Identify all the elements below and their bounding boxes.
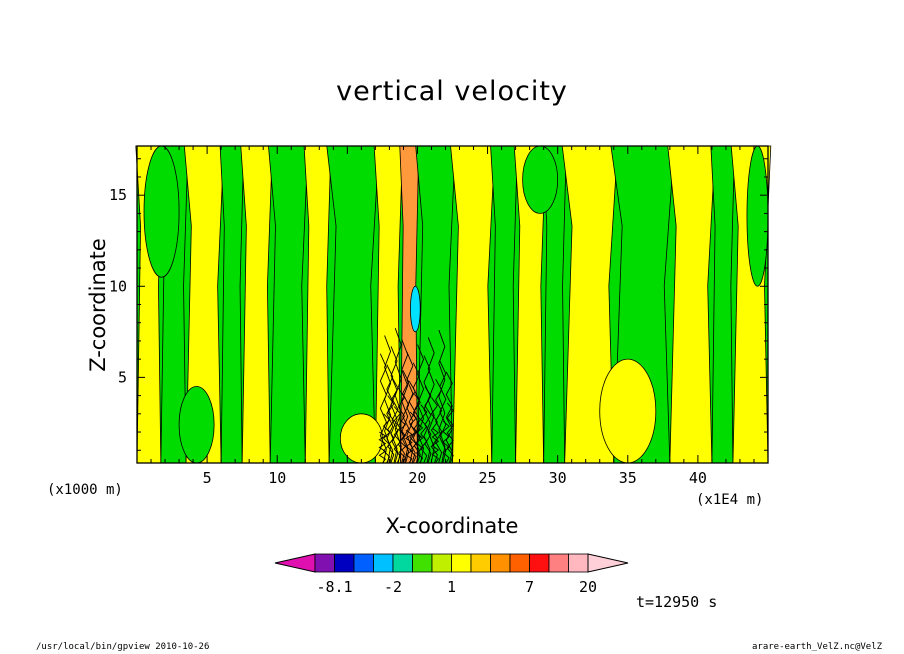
contour-line	[409, 411, 417, 464]
footer-right: arare-earth_VelZ.nc@VelZ	[752, 642, 883, 652]
contour-region	[219, 145, 245, 464]
contour-line	[446, 402, 454, 464]
colorbar-bin	[334, 553, 355, 573]
contour-region	[667, 145, 716, 464]
contour-region	[178, 386, 215, 464]
colorbar-bin	[392, 553, 413, 573]
colorbar-right-arrow	[587, 553, 629, 573]
contour-line	[378, 431, 387, 464]
x-axis-label: X-coordinate	[385, 514, 519, 538]
colorbar-bin	[314, 553, 335, 573]
contour-line	[417, 344, 425, 464]
contour-line	[394, 328, 402, 464]
colorbar-label: 7	[525, 578, 534, 596]
x-tick-label: 15	[338, 469, 356, 487]
colorbar-label: 1	[447, 578, 456, 596]
x-tick-label: 20	[408, 469, 426, 487]
colorbar-bin	[451, 553, 472, 573]
contour-line	[412, 362, 420, 464]
x-axis-unit: (x1E4 m)	[696, 492, 764, 508]
contour-region	[339, 413, 383, 464]
contour-line	[431, 428, 440, 464]
colorbar-bin	[548, 553, 569, 573]
contour-region	[490, 145, 518, 464]
colorbar-left-arrow	[274, 553, 316, 573]
y-tick-label: 15	[109, 186, 127, 204]
x-tick-label: 40	[689, 469, 707, 487]
contour-line	[445, 371, 453, 464]
contour-line	[406, 351, 414, 464]
contour-line	[435, 378, 443, 464]
contour-region	[450, 145, 496, 464]
colorbar-bin	[412, 553, 433, 573]
contour-region	[599, 358, 657, 464]
contour-line	[390, 346, 398, 464]
x-tick-label: 10	[268, 469, 286, 487]
colorbar-label: -8.1	[316, 578, 352, 596]
colorbar-bin	[431, 553, 452, 573]
colorbar-label: 20	[579, 578, 597, 596]
x-tick-label: 30	[549, 469, 567, 487]
contour-region	[410, 285, 421, 333]
contour-line	[401, 338, 409, 464]
contour-region	[522, 145, 559, 214]
contour-line	[402, 369, 410, 464]
contour-line	[384, 335, 392, 464]
contour-region	[710, 145, 736, 464]
contour-line	[398, 418, 407, 464]
y-tick-label: 10	[109, 277, 127, 295]
contour-line	[379, 353, 387, 464]
contour-line	[439, 360, 447, 464]
chart-title: vertical velocity	[336, 76, 568, 107]
colorbar-bin	[470, 553, 491, 573]
contour-region	[240, 145, 273, 464]
x-tick-label: 5	[203, 469, 212, 487]
contour-line	[424, 386, 432, 464]
contour-line	[413, 393, 421, 464]
colorbar-bin	[568, 553, 589, 573]
contour-line	[442, 420, 450, 464]
colorbar-bin	[490, 553, 511, 573]
contour-line	[391, 377, 399, 464]
contour-region	[268, 145, 309, 464]
y-axis-label: Z-coordinate	[86, 238, 110, 372]
colorbar-label: -2	[384, 578, 402, 596]
z-axis-unit: (x1000 m)	[47, 482, 123, 498]
contour-region	[303, 145, 332, 464]
x-tick-label: 25	[479, 469, 497, 487]
contour-region	[746, 145, 769, 287]
contour-line	[420, 404, 428, 464]
colorbar-bin	[373, 553, 394, 573]
contour-line	[438, 329, 446, 464]
contour-line	[387, 395, 395, 464]
colorbar-bin	[509, 553, 530, 573]
contour-line	[393, 406, 401, 464]
y-tick-label: 5	[118, 368, 127, 386]
colorbar-bin	[353, 553, 374, 573]
x-tick-label: 35	[619, 469, 637, 487]
contour-region	[143, 145, 180, 278]
contour-line	[397, 388, 405, 464]
footer-left: /usr/local/bin/gpview 2010-10-26	[36, 642, 210, 652]
colorbar-bin	[529, 553, 550, 573]
time-label: t=12950 s	[636, 593, 718, 611]
